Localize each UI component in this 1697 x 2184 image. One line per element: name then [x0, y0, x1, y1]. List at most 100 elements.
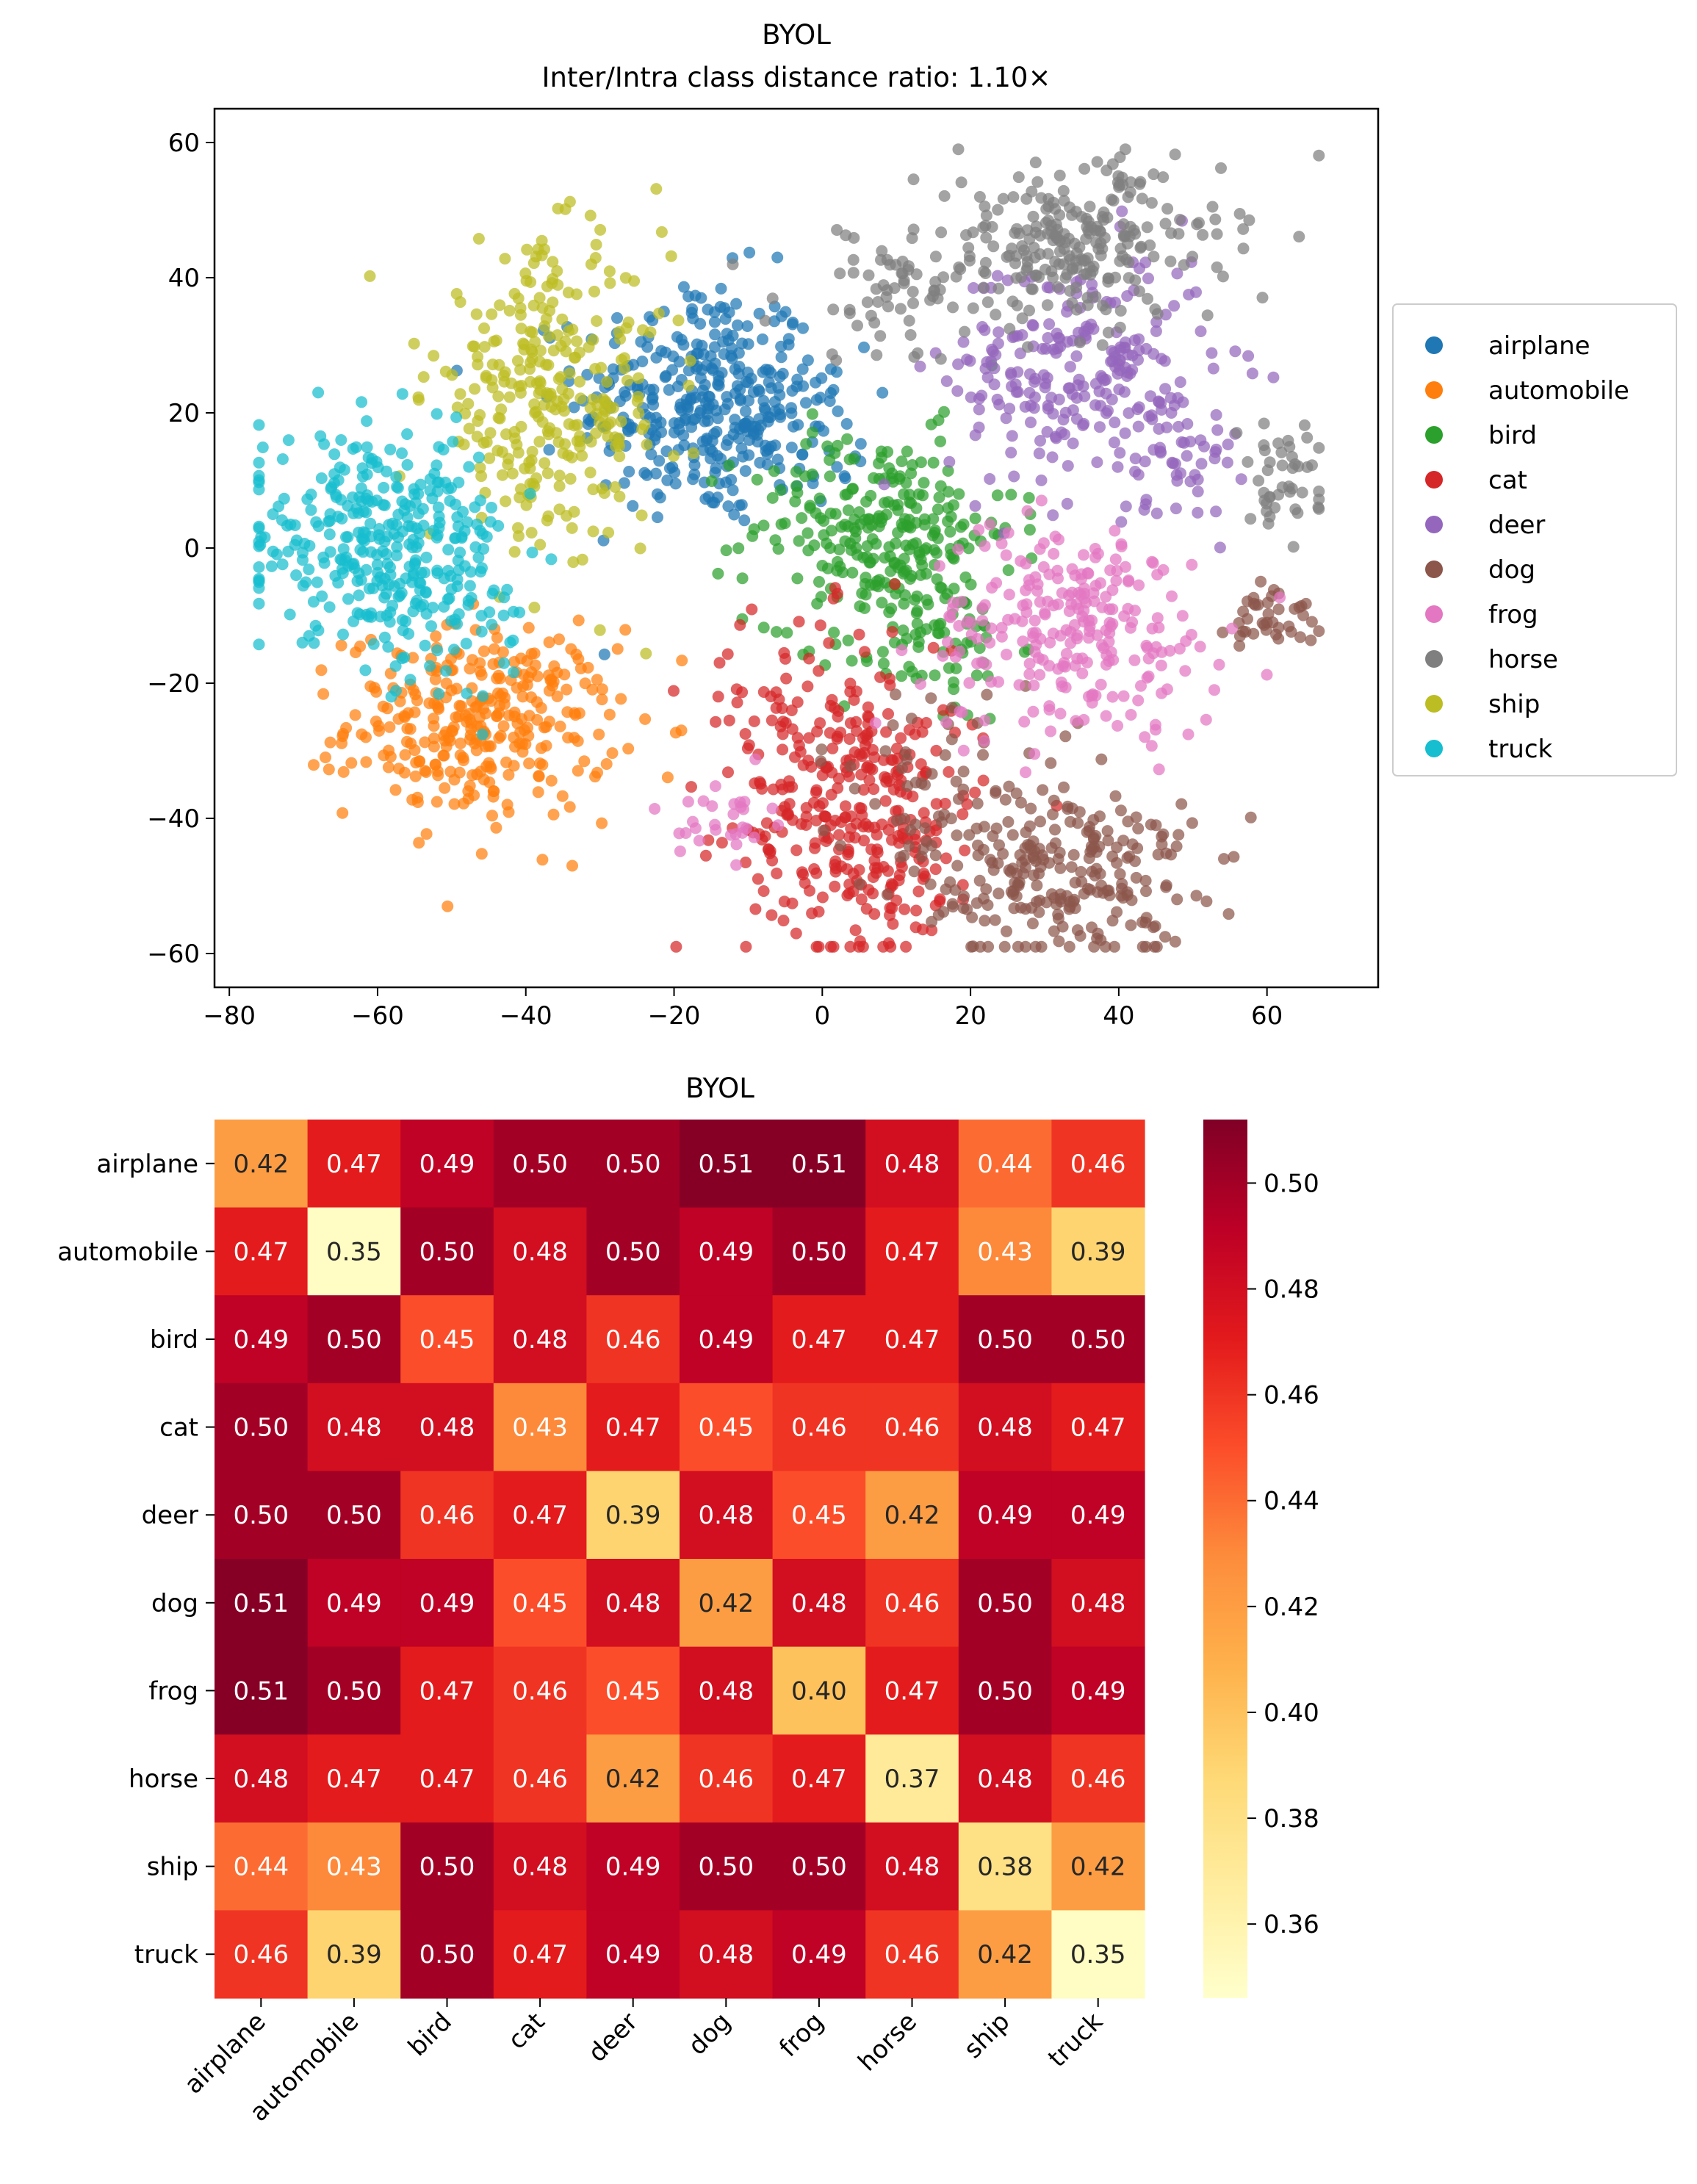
- heatmap-cell: [958, 1910, 1052, 1999]
- point-bird: [833, 544, 846, 555]
- point-ship: [556, 383, 569, 395]
- point-cat: [843, 887, 855, 900]
- point-ship: [506, 467, 519, 480]
- point-airplane: [768, 396, 781, 408]
- point-horse: [981, 296, 994, 309]
- heatmap-cell: [215, 1120, 309, 1208]
- point-airplane: [635, 336, 647, 348]
- point-cat: [829, 855, 842, 868]
- legend-label-automobile: automobile: [1488, 376, 1629, 406]
- point-cat: [845, 810, 857, 823]
- point-dog: [990, 787, 1002, 799]
- point-ship: [459, 408, 472, 419]
- point-cat: [930, 798, 943, 810]
- point-cat: [816, 769, 829, 782]
- point-frog: [995, 630, 1008, 643]
- point-truck: [497, 609, 510, 621]
- point-bird: [1002, 564, 1015, 577]
- point-frog: [1164, 644, 1176, 657]
- point-truck: [253, 456, 265, 469]
- point-truck: [425, 620, 437, 633]
- point-horse: [1272, 437, 1285, 450]
- point-airplane: [760, 364, 772, 376]
- point-ship: [463, 422, 475, 435]
- point-ship: [478, 341, 491, 353]
- point-frog: [1089, 543, 1101, 555]
- point-automobile: [561, 706, 574, 718]
- point-frog: [1048, 547, 1060, 560]
- point-bird: [884, 565, 897, 577]
- point-dog: [1006, 829, 1019, 841]
- legend-marker-airplane: [1425, 336, 1443, 354]
- point-deer: [973, 392, 985, 405]
- point-cat: [670, 940, 682, 953]
- point-truck: [309, 619, 322, 632]
- point-frog: [1037, 537, 1050, 549]
- point-automobile: [370, 716, 382, 728]
- point-automobile: [420, 828, 433, 840]
- point-deer: [993, 398, 1006, 411]
- heatmap-cell-value: 0.45: [512, 1589, 568, 1618]
- point-truck: [328, 477, 340, 489]
- point-ship: [587, 483, 599, 496]
- point-dog: [1140, 885, 1152, 898]
- point-automobile: [522, 621, 535, 634]
- point-truck: [398, 651, 411, 663]
- point-airplane: [738, 418, 750, 430]
- point-airplane: [754, 456, 766, 469]
- point-cat: [882, 865, 894, 877]
- point-bird: [790, 480, 802, 492]
- point-automobile: [453, 766, 466, 779]
- point-ship: [601, 375, 613, 388]
- point-horse: [1129, 274, 1142, 286]
- point-deer: [1034, 435, 1046, 447]
- point-horse: [960, 229, 972, 241]
- heatmap-cell-value: 0.48: [884, 1150, 940, 1179]
- scatter-legend: airplaneautomobilebirdcatdeerdogfroghors…: [1392, 303, 1677, 776]
- point-airplane: [742, 338, 754, 350]
- point-airplane: [725, 474, 738, 486]
- point-airplane: [743, 246, 756, 259]
- heatmap-cell: [958, 1207, 1052, 1296]
- point-frog: [1117, 690, 1130, 702]
- point-horse: [1253, 475, 1265, 487]
- point-airplane: [838, 470, 851, 483]
- point-frog: [1002, 527, 1015, 539]
- heatmap-cell: [772, 1471, 866, 1560]
- point-ship: [495, 403, 508, 416]
- heatmap-cell-value: 0.50: [233, 1501, 289, 1530]
- point-horse: [1053, 245, 1066, 258]
- point-deer: [1132, 469, 1145, 481]
- col-label-truck: truck: [1042, 2007, 1109, 2073]
- point-frog: [971, 633, 984, 645]
- heatmap-cell-value: 0.47: [233, 1237, 289, 1266]
- point-truck: [389, 660, 402, 672]
- point-cat: [721, 648, 734, 660]
- point-bird: [876, 597, 888, 609]
- point-deer: [1229, 345, 1242, 358]
- point-truck: [357, 505, 370, 518]
- point-dog: [1255, 575, 1267, 588]
- point-truck: [311, 576, 323, 588]
- point-dog: [1218, 853, 1230, 865]
- point-deer: [1168, 300, 1181, 312]
- heatmap-cell-value: 0.43: [977, 1237, 1033, 1266]
- point-automobile: [475, 848, 488, 860]
- heatmap-cell-value: 0.46: [419, 1501, 475, 1530]
- point-truck: [329, 569, 342, 582]
- point-airplane: [700, 396, 712, 408]
- point-truck: [290, 569, 303, 581]
- point-ship: [514, 364, 527, 376]
- point-bird: [898, 566, 910, 578]
- point-truck: [448, 644, 460, 656]
- point-deer: [914, 360, 926, 372]
- point-airplane: [858, 341, 870, 353]
- point-automobile: [409, 688, 422, 701]
- point-cat: [791, 696, 804, 708]
- point-cat: [803, 732, 815, 744]
- point-cat: [777, 728, 789, 740]
- point-truck: [342, 593, 354, 605]
- point-truck: [384, 561, 396, 574]
- heatmap-cell: [958, 1822, 1052, 1911]
- point-deer: [1047, 509, 1059, 522]
